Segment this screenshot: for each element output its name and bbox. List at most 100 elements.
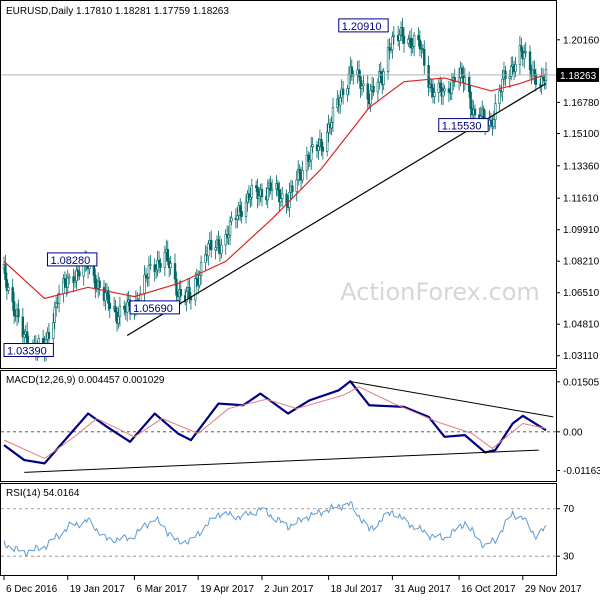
candle <box>73 271 77 288</box>
candle <box>469 85 472 119</box>
candle-body <box>276 182 280 191</box>
candle <box>68 273 71 285</box>
candle-body <box>443 88 446 92</box>
candle <box>239 198 242 222</box>
candle-body <box>57 293 61 304</box>
candle-body <box>398 34 401 41</box>
y-axis: 1.20160 1.16780 1.15100 1.13360 1.11610 1.099… <box>556 35 600 563</box>
candle <box>153 258 156 282</box>
candle <box>230 211 233 226</box>
candle <box>523 44 526 69</box>
y-tick-label: 1.11610 <box>563 194 599 205</box>
candle <box>410 28 413 57</box>
candle-body <box>73 280 77 283</box>
candle-body <box>227 234 230 238</box>
candle-body <box>266 188 269 201</box>
candle <box>431 78 435 104</box>
candle-body <box>453 77 456 83</box>
candle-body <box>389 49 393 51</box>
macd-panel-frame <box>0 370 557 482</box>
candle-body <box>305 154 309 171</box>
candle <box>298 164 301 182</box>
candle <box>204 244 207 271</box>
candle-body <box>244 201 248 217</box>
y-tick-label: 1.08210 <box>563 257 600 268</box>
candle-body <box>296 168 300 181</box>
candle-body <box>207 243 210 257</box>
candle <box>279 188 282 208</box>
candle <box>296 160 300 186</box>
candle <box>228 215 232 245</box>
candle-body <box>520 45 523 52</box>
candle <box>341 80 345 105</box>
candle-body <box>372 85 375 93</box>
candle <box>249 187 252 208</box>
candle <box>528 45 532 79</box>
macd-signal-line <box>3 386 547 459</box>
candle-body <box>281 193 284 199</box>
candle-body <box>188 287 191 298</box>
candle-body <box>12 301 16 316</box>
x-tick-label: 2 Jun 2017 <box>264 584 314 595</box>
candle <box>307 151 310 170</box>
candle <box>156 250 159 277</box>
candle <box>372 77 375 96</box>
candle <box>401 17 404 44</box>
candle-body <box>391 36 394 50</box>
candle <box>362 74 365 93</box>
candle-body <box>346 88 349 96</box>
candle-body <box>214 247 217 251</box>
candle-body <box>510 66 513 77</box>
candle <box>199 255 203 285</box>
candle-body <box>11 287 14 302</box>
candle-body <box>469 91 472 109</box>
candle-body <box>224 234 227 246</box>
candle <box>320 132 323 157</box>
candle <box>236 207 239 229</box>
candle <box>402 27 406 53</box>
candle <box>376 78 380 102</box>
candle-body <box>118 305 122 317</box>
candle-body <box>402 35 406 44</box>
candle <box>194 272 197 306</box>
candle <box>494 93 497 129</box>
candle-body <box>260 189 264 197</box>
candle <box>169 255 172 276</box>
candle <box>360 80 364 96</box>
candle <box>463 67 467 91</box>
candle-body <box>540 76 543 86</box>
candle <box>305 146 309 180</box>
candle <box>114 299 117 322</box>
candle-body <box>236 215 239 220</box>
candle <box>17 299 20 324</box>
candle <box>308 152 311 168</box>
candle <box>508 69 511 89</box>
candle-body <box>317 146 320 151</box>
candle <box>217 230 220 255</box>
swing-label: 1.08280 <box>46 252 98 267</box>
candle-body <box>482 108 485 119</box>
candle-body <box>76 269 80 272</box>
candle-body <box>518 45 522 65</box>
candle-body <box>427 65 430 88</box>
x-tick-label: 16 Oct 2017 <box>461 584 516 595</box>
candle <box>125 292 129 322</box>
y-tick-label: 1.15100 <box>563 129 600 140</box>
candle <box>350 59 354 81</box>
candle-body <box>63 278 67 285</box>
candle <box>533 60 536 84</box>
candle-body <box>54 302 58 308</box>
candle-body <box>308 159 311 162</box>
candle-body <box>256 187 259 200</box>
candle-body <box>463 76 467 84</box>
candle <box>257 186 261 206</box>
candle <box>250 178 254 207</box>
candle-body <box>307 154 310 162</box>
candle <box>207 240 210 266</box>
candle <box>7 282 10 294</box>
candle-body <box>194 278 197 301</box>
candle <box>117 307 120 329</box>
candle <box>514 56 517 78</box>
candle <box>123 300 126 316</box>
